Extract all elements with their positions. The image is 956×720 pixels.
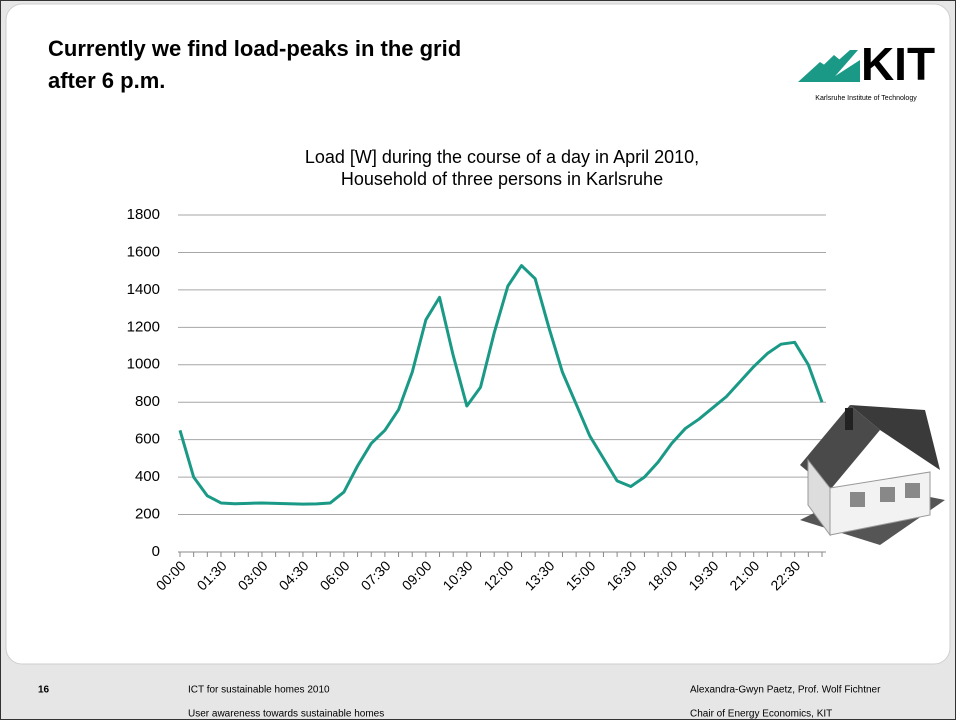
- y-tick-label: 200: [135, 506, 160, 523]
- window: [880, 487, 895, 502]
- y-tick-label: 1800: [127, 206, 160, 223]
- chart-title: Load [W] during the course of a day in A…: [305, 147, 699, 167]
- y-tick-label: 800: [135, 393, 160, 410]
- slide: Currently we find load-peaks in the grid…: [0, 0, 956, 720]
- y-tick-label: 1000: [127, 356, 160, 373]
- y-tick-label: 1200: [127, 318, 160, 335]
- footer-text: User awareness towards sustainable homes: [188, 709, 384, 720]
- logo-subtitle: Karlsruhe Institute of Technology: [815, 95, 917, 102]
- logo-name: KIT: [861, 38, 935, 90]
- y-tick-label: 600: [135, 431, 160, 448]
- page-number: 16: [38, 685, 50, 696]
- y-tick-label: 400: [135, 468, 160, 485]
- y-tick-label: 1400: [127, 281, 160, 298]
- y-tick-label: 1600: [127, 243, 160, 260]
- window: [850, 492, 865, 507]
- footer-text: ICT for sustainable homes 2010: [188, 685, 330, 696]
- chart-title: Household of three persons in Karlsruhe: [341, 169, 663, 189]
- slide-title: Currently we find load-peaks in the grid: [48, 36, 461, 61]
- footer-text: Alexandra-Gwyn Paetz, Prof. Wolf Fichtne…: [690, 685, 881, 696]
- slide-title: after 6 p.m.: [48, 68, 165, 93]
- window: [905, 483, 920, 498]
- y-tick-label: 0: [152, 543, 160, 560]
- chimney: [845, 408, 853, 430]
- footer-text: Chair of Energy Economics, KIT: [690, 709, 832, 720]
